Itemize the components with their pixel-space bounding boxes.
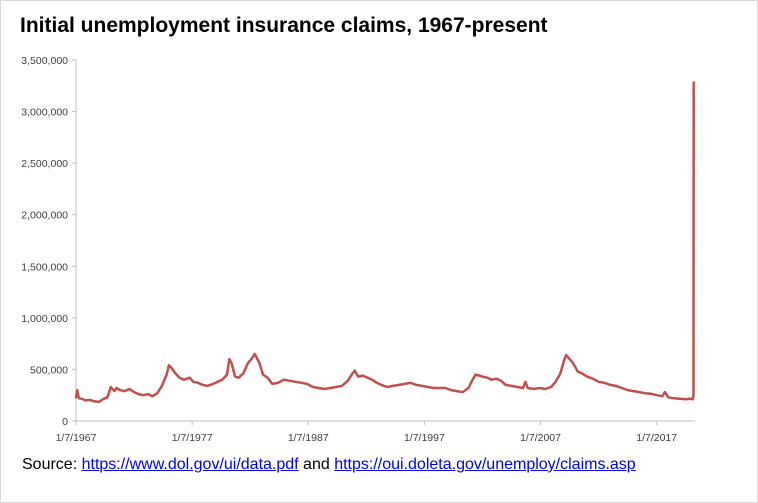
source-link-oui[interactable]: https://oui.doleta.gov/unemploy/claims.a… <box>334 456 636 473</box>
y-tick-label: 1,500,000 <box>21 261 68 273</box>
y-tick-label: 2,000,000 <box>21 210 68 222</box>
plot-area <box>74 81 696 404</box>
source-link-dol[interactable]: https://www.dol.gov/ui/data.pdf <box>81 456 299 473</box>
y-tick-label: 500,000 <box>30 364 68 376</box>
y-axis: 0 500,000 1,000,000 1,500,000 2,000,000 2,500… <box>21 55 77 428</box>
source-note: Source: https://www.dol.gov/ui/data.pdf … <box>22 456 752 474</box>
y-tick-label: 3,000,000 <box>21 107 68 119</box>
series-line <box>74 81 696 404</box>
y-tick-label: 1,000,000 <box>21 313 68 325</box>
x-tick-label: 1/7/2007 <box>520 432 561 444</box>
x-axis: 1/7/1967 1/7/1977 1/7/1987 1/7/1997 1/7/2007… <box>56 420 695 444</box>
source-prefix: Source: <box>22 456 82 473</box>
x-tick-label: 1/7/1967 <box>56 432 97 444</box>
y-tick-label: 2,500,000 <box>21 158 68 170</box>
x-tick-label: 1/7/1977 <box>172 432 213 444</box>
source-and: and <box>298 456 335 473</box>
x-tick-label: 1/7/1997 <box>404 432 445 444</box>
y-tick-label: 0 <box>62 416 68 428</box>
x-tick-label: 1/7/2017 <box>636 432 677 444</box>
x-tick-label: 1/7/1987 <box>288 432 329 444</box>
chart-title: Initial unemployment insurance claims, 1… <box>20 14 548 37</box>
y-tick-label: 3,500,000 <box>21 55 68 67</box>
